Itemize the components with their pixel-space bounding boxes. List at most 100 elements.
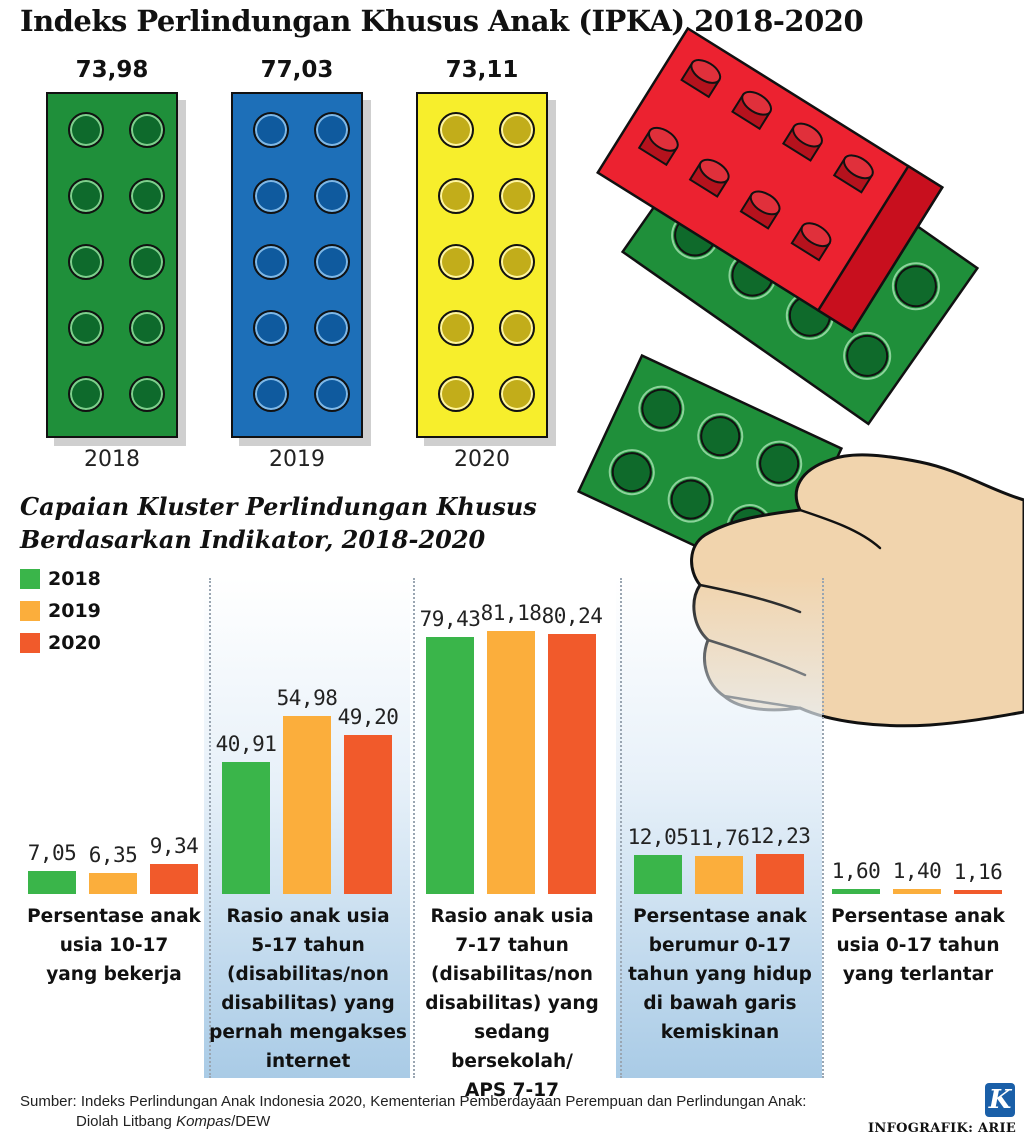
category-label-group3: Rasio anak usia 7-17 tahun (disabilitas/no…: [412, 902, 612, 1105]
category-label-line: (disabilitas/non: [431, 964, 593, 985]
stud-icon: [499, 310, 535, 346]
cluster-chart-title-line1: Capaian Kluster Perlindungan Khusus: [20, 492, 537, 521]
category-label-line: disabilitas) yang: [425, 993, 599, 1014]
legend-item-2020: 2020: [20, 627, 101, 659]
group-divider: [822, 578, 824, 1078]
bar-group3-2018: [426, 637, 474, 894]
stud-icon: [68, 310, 104, 346]
legend-swatch-2020: [20, 633, 40, 653]
bar-value-group1-2020: 9,34: [149, 833, 199, 858]
stud-icon: [499, 244, 535, 280]
bar-group3-2020: [548, 634, 596, 894]
legend-swatch-2018: [20, 569, 40, 589]
group-divider: [620, 578, 622, 1078]
ipka-year-2019: 2019: [269, 447, 325, 472]
stud-icon: [129, 112, 165, 148]
bar-group5-2018: [832, 888, 880, 894]
category-label-line: 5-17 tahun: [251, 935, 365, 956]
stud-icon: [129, 310, 165, 346]
category-label-line: internet: [265, 1051, 351, 1072]
category-label-line: usia 10-17: [59, 935, 169, 956]
bar-value-group2-2019: 54,98: [276, 686, 338, 711]
stud-icon: [68, 244, 104, 280]
bar-value-group3-2018: 79,43: [419, 607, 481, 632]
held-green-brick-illustration: [576, 353, 844, 587]
category-label-line: Persentase anak: [27, 906, 201, 927]
stud-icon: [253, 376, 289, 412]
bar-group4-2018: [634, 855, 682, 894]
category-label-group4: Persentase anak berumur 0-17 tahun yang hi…: [620, 902, 820, 1047]
category-label-line: usia 0-17 tahun: [836, 935, 1000, 956]
stud-icon: [438, 310, 474, 346]
ipka-bar-2018: [46, 92, 178, 438]
stud-icon: [129, 178, 165, 214]
stud-icon: [314, 376, 350, 412]
stud-icon: [499, 112, 535, 148]
stud-icon: [438, 178, 474, 214]
ipka-year-2020: 2020: [454, 447, 510, 472]
category-label-line: Rasio anak usia: [430, 906, 594, 927]
stud-icon: [253, 178, 289, 214]
legend-label-2020: 2020: [48, 632, 101, 654]
legend: 2018 2019 2020: [20, 563, 101, 659]
bar-group4-2020: [756, 854, 804, 894]
category-label-line: tahun yang hidup: [628, 964, 812, 985]
bar-value-group3-2019: 81,18: [480, 601, 542, 626]
bar-group4-2019: [695, 855, 743, 894]
green-brick-illustration: [620, 94, 980, 426]
bar-value-group4-2018: 12,05: [627, 825, 689, 849]
category-label-line: Rasio anak usia: [226, 906, 390, 927]
legend-label-2019: 2019: [48, 600, 101, 622]
stud-icon: [68, 112, 104, 148]
stud-icon: [438, 244, 474, 280]
category-label-line: disabilitas) yang: [221, 993, 395, 1014]
category-label-line: pernah mengakses: [209, 1022, 407, 1043]
bar-value-group5-2018: 1,60: [831, 858, 881, 883]
bar-group5-2019: [893, 889, 941, 894]
bar-group3-2019: [487, 631, 535, 894]
stud-icon: [499, 376, 535, 412]
bar-group1-2018: [28, 871, 76, 894]
category-label-line: (disabilitas/non: [227, 964, 389, 985]
bar-group2-2018: [222, 761, 270, 894]
kompas-logo: K: [985, 1083, 1015, 1117]
stud-icon: [314, 112, 350, 148]
category-label-line: Persentase anak: [831, 906, 1005, 927]
main-title: Indeks Perlindungan Khusus Anak (IPKA) 2…: [20, 4, 864, 38]
infographic-credit: INFOGRAFIK: ARIE: [868, 1121, 1017, 1136]
ipka-bar-2019: [231, 92, 363, 438]
category-label-line: yang terlantar: [842, 964, 994, 985]
category-label-line: berumur 0-17: [648, 935, 792, 956]
ipka-bar-2020: [416, 92, 548, 438]
category-label-line: kemiskinan: [660, 1022, 780, 1043]
ipka-value-2018: 73,98: [75, 57, 149, 83]
stud-icon: [129, 244, 165, 280]
stud-icon: [438, 112, 474, 148]
category-label-line: 7-17 tahun: [455, 935, 569, 956]
category-label-line: sedang bersekolah/: [451, 1022, 573, 1072]
group-divider: [209, 578, 211, 1078]
ipka-value-2019: 77,03: [260, 57, 334, 83]
bar-value-group5-2020: 1,16: [953, 860, 1003, 885]
category-label-line: APS 7-17: [465, 1080, 559, 1101]
bar-value-group4-2019: 11,76: [688, 825, 750, 850]
ipka-year-2018: 2018: [84, 447, 140, 472]
bar-value-group1-2018: 7,05: [27, 841, 77, 866]
stud-icon: [129, 376, 165, 412]
cluster-chart-title: Capaian Kluster Perlindungan Khusus Berd…: [20, 490, 537, 556]
source-line2-italic: Kompas: [176, 1113, 232, 1130]
source-note: Sumber: Indeks Perlindungan Anak Indones…: [20, 1092, 840, 1132]
bar-value-group1-2019: 6,35: [88, 843, 138, 868]
stud-icon: [68, 178, 104, 214]
legend-label-2018: 2018: [48, 568, 101, 590]
bar-value-group2-2018: 40,91: [215, 731, 277, 756]
stud-icon: [253, 244, 289, 280]
highlight-panel: [616, 578, 822, 1078]
source-line2-post: /DEW: [231, 1113, 271, 1130]
category-label-line: di bawah garis: [643, 993, 797, 1014]
red-brick-illustration: [596, 26, 944, 334]
bar-group1-2020: [150, 863, 198, 894]
bar-value-group5-2019: 1,40: [892, 859, 942, 884]
bar-group2-2020: [344, 734, 392, 894]
stud-icon: [314, 244, 350, 280]
